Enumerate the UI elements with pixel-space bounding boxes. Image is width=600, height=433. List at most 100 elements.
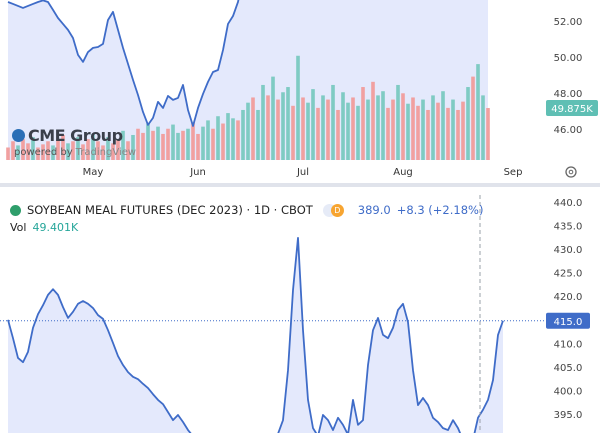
volume-bar xyxy=(206,120,210,160)
volume-bar xyxy=(146,123,150,160)
volume-bar xyxy=(281,92,285,160)
volume-bar xyxy=(431,95,435,160)
volume-bar xyxy=(481,95,485,160)
volume-bar xyxy=(216,116,220,160)
volume-bar xyxy=(271,76,275,160)
y-tick-label: 440.0 xyxy=(554,198,583,209)
volume-bar xyxy=(276,99,280,160)
volume-legend: Vol 49.401K xyxy=(10,221,78,234)
volume-bar xyxy=(321,95,325,160)
volume-bar xyxy=(311,89,315,160)
volume-bar xyxy=(386,107,390,160)
volume-bar xyxy=(141,132,145,160)
volume-bar xyxy=(211,128,215,160)
volume-bar xyxy=(161,133,165,160)
volume-bar xyxy=(111,143,115,160)
volume-last-label: 49.875K xyxy=(551,104,593,115)
x-tick-label: May xyxy=(83,167,104,178)
bottom-plot xyxy=(7,236,504,433)
symbol-icon xyxy=(10,204,21,216)
volume-bar xyxy=(86,139,90,160)
logo-text: CME Group xyxy=(28,126,123,145)
volume-bar xyxy=(106,137,110,160)
volume-bar xyxy=(486,108,490,160)
volume-bar xyxy=(171,124,175,160)
volume-bar xyxy=(401,93,405,160)
price: 389.0 xyxy=(357,203,391,217)
y-tick-label: 435.0 xyxy=(554,222,583,233)
volume-bar xyxy=(101,145,105,160)
y-tick-label: 52.00 xyxy=(554,17,583,28)
volume-bar xyxy=(301,97,305,160)
volume-bar xyxy=(316,107,320,160)
line xyxy=(7,0,240,127)
y-tick-label: 410.0 xyxy=(554,339,583,350)
x-tick-label: Jun xyxy=(189,167,206,178)
volume-bar xyxy=(236,120,240,160)
volume-bar xyxy=(6,147,10,160)
volume-bar xyxy=(131,134,135,160)
volume-bar xyxy=(81,144,85,160)
volume-bar xyxy=(26,143,30,160)
line xyxy=(7,236,504,433)
change: +8.3 (+2.18%) xyxy=(396,203,484,217)
volume-bar xyxy=(166,128,170,160)
volume-bar xyxy=(466,87,470,160)
volume-bar xyxy=(36,147,40,160)
volume-bar xyxy=(396,84,400,160)
volume-bar xyxy=(336,109,340,160)
y-tick-label: 430.0 xyxy=(554,245,583,256)
top-plot xyxy=(6,0,490,160)
volume-bar xyxy=(116,139,120,160)
volume-bar xyxy=(121,130,125,160)
volume-bar xyxy=(251,97,255,160)
volume-bar xyxy=(446,107,450,160)
volume-bar xyxy=(181,130,185,160)
volume-bar xyxy=(241,109,245,160)
volume-bar xyxy=(226,113,230,160)
volume-last-box xyxy=(546,100,598,117)
volume-bar xyxy=(46,141,50,160)
volume-bar xyxy=(371,81,375,160)
volume-bar xyxy=(21,139,25,160)
volume-bar xyxy=(231,118,235,160)
volume-bar xyxy=(196,133,200,160)
volume-bar xyxy=(136,128,140,160)
volume-bar xyxy=(56,139,60,160)
badge: D xyxy=(330,203,344,217)
last-price-label: 415.0 xyxy=(554,317,583,328)
volume-bar xyxy=(66,143,70,160)
volume-bar xyxy=(41,144,45,160)
volume-bar xyxy=(11,141,15,160)
volume-bar xyxy=(266,95,270,160)
volume-bar xyxy=(91,133,95,160)
volume-bar xyxy=(411,97,415,160)
y-tick-label: 425.0 xyxy=(554,269,583,280)
x-tick-label: Sep xyxy=(504,167,523,178)
panel-separator xyxy=(0,183,600,187)
logo: CME Group xyxy=(12,126,123,145)
y-tick-label: 50.00 xyxy=(554,53,583,64)
volume-bar xyxy=(51,145,55,160)
volume-bar xyxy=(201,126,205,160)
y-tick-label: 420.0 xyxy=(554,292,583,303)
volume-bar xyxy=(331,84,335,160)
y-tick-label: 395.0 xyxy=(554,410,583,421)
volume-bar xyxy=(221,123,225,160)
y-tick-label: 405.0 xyxy=(554,363,583,374)
volume-bar xyxy=(471,76,475,160)
volume-bar xyxy=(361,87,365,160)
volume-bar xyxy=(306,102,310,160)
volume-bar xyxy=(126,141,130,160)
volume-bar xyxy=(391,99,395,160)
chart-title: SOYBEAN MEAL FUTURES (DEC 2023) · 1D · C… xyxy=(27,203,313,217)
volume-bar xyxy=(356,105,360,160)
powered-by: powered by TradingView xyxy=(14,147,136,158)
volume-bar xyxy=(421,99,425,160)
settings-icon[interactable] xyxy=(565,166,577,178)
volume-bar xyxy=(286,87,290,160)
volume-bar xyxy=(346,102,350,160)
volume-bar xyxy=(341,92,345,160)
volume-bar xyxy=(71,141,75,160)
volume-bar xyxy=(381,91,385,160)
